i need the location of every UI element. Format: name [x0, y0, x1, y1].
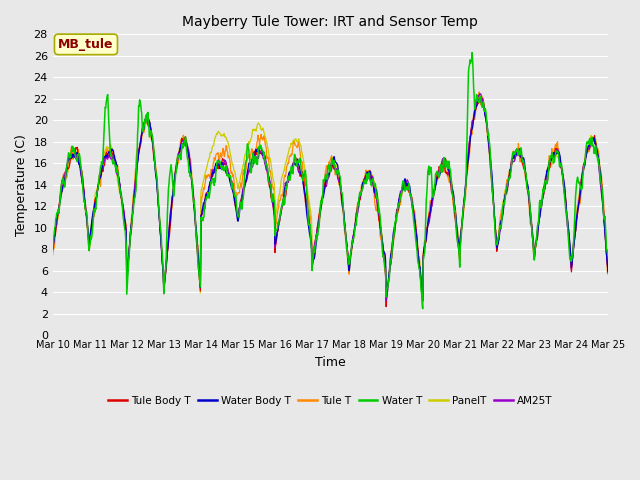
Text: MB_tule: MB_tule [58, 38, 114, 51]
Y-axis label: Temperature (C): Temperature (C) [15, 134, 28, 236]
Title: Mayberry Tule Tower: IRT and Sensor Temp: Mayberry Tule Tower: IRT and Sensor Temp [182, 15, 478, 29]
X-axis label: Time: Time [315, 356, 346, 369]
Legend: Tule Body T, Water Body T, Tule T, Water T, PanelT, AM25T: Tule Body T, Water Body T, Tule T, Water… [104, 392, 556, 410]
